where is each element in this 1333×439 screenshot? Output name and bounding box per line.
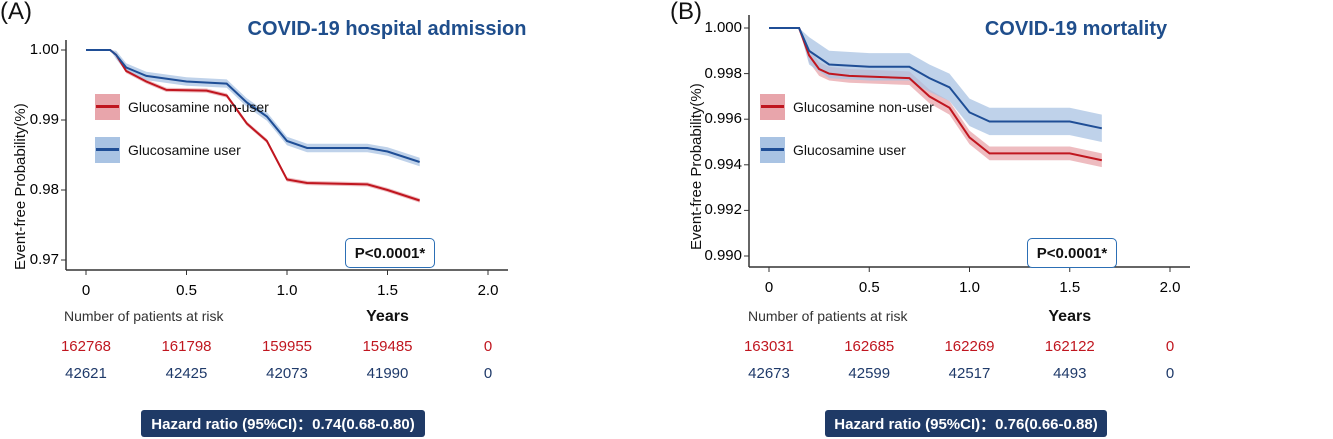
at-risk-non-user: 161798 — [161, 338, 212, 355]
x-tick-label: 2.0 — [1159, 279, 1181, 296]
at-risk-non-user: 0 — [483, 338, 493, 355]
risk-table-title: Number of patients at risk — [748, 308, 908, 324]
at-risk-user: 0 — [1165, 365, 1175, 382]
legend-item-non-user: Glucosamine non-user — [95, 94, 269, 120]
legend-swatch — [95, 94, 120, 120]
chart-title: COVID-19 mortality — [984, 18, 1168, 40]
at-risk-user: 4493 — [1053, 365, 1087, 382]
at-risk-user: 42673 — [748, 365, 790, 382]
at-risk-non-user: 0 — [1165, 338, 1175, 355]
x-tick-label: 0 — [81, 282, 91, 299]
ci-band-user — [769, 28, 1102, 142]
survival-line-user — [86, 49, 420, 163]
ci-band-non-user — [86, 50, 420, 203]
x-tick-label: 1.5 — [1059, 279, 1081, 296]
at-risk-non-user: 162768 — [60, 338, 112, 355]
at-risk-non-user: 162685 — [844, 338, 895, 355]
at-risk-user: 42621 — [65, 365, 107, 382]
panel-label: (B) — [670, 0, 702, 25]
at-risk-user: 41990 — [366, 365, 409, 382]
x-axis-label: Years — [366, 308, 409, 325]
x-tick-label: 1.0 — [959, 279, 980, 296]
legend-label: Glucosamine non-user — [128, 99, 269, 115]
y-tick-label: 1.00 — [29, 41, 59, 58]
panel-label: (A) — [0, 0, 32, 25]
legend-swatch — [95, 137, 120, 163]
at-risk-non-user: 162122 — [1044, 338, 1095, 355]
legend-item-non-user: Glucosamine non-user — [760, 94, 934, 120]
p-value-box: P<0.0001* — [345, 238, 435, 268]
panel-a: 0 0.5 1.0 1.5 2.0 1.00 0.99 0.98 0.97 (A) COVID-19… — [0, 0, 663, 439]
at-risk-non-user: 159955 — [261, 338, 313, 355]
legend-line — [96, 148, 119, 151]
y-tick-label: 0.99 — [29, 111, 59, 128]
x-tick-label: 1.5 — [377, 282, 398, 299]
x-tick-label: 0 — [764, 279, 774, 296]
hazard-ratio-banner: Hazard ratio (95%CI)：0.76(0.66-0.88) — [825, 410, 1107, 437]
at-risk-user: 42073 — [266, 365, 308, 382]
legend-label: Glucosamine user — [128, 142, 241, 158]
legend-item-user: Glucosamine user — [760, 137, 906, 163]
legend-label: Glucosamine user — [793, 142, 906, 158]
survival-line-user — [769, 27, 1103, 130]
x-tick-label: 0.5 — [858, 279, 880, 296]
y-tick-label: 0.994 — [704, 155, 742, 173]
legend-swatch — [760, 94, 785, 120]
at-risk-non-user: 163031 — [743, 338, 795, 355]
y-tick-label: 0.996 — [704, 110, 742, 128]
at-risk-user: 42425 — [165, 365, 208, 382]
legend-line — [761, 148, 784, 151]
at-risk-user: 42517 — [948, 365, 991, 382]
chart-title: COVID-19 hospital admission — [247, 18, 527, 40]
at-risk-user: 0 — [483, 365, 493, 382]
x-tick-label: 0.5 — [176, 282, 197, 299]
y-tick-label: 0.992 — [704, 201, 742, 219]
at-risk-non-user: 162269 — [944, 338, 995, 355]
plot-area — [61, 40, 508, 275]
y-tick-label: 1.000 — [704, 19, 742, 36]
plot-area — [744, 15, 1190, 272]
at-risk-user: 42599 — [848, 365, 891, 382]
legend-line — [761, 105, 784, 108]
risk-table-title: Number of patients at risk — [64, 308, 224, 324]
hazard-ratio-banner: Hazard ratio (95%CI)：0.74(0.68-0.80) — [141, 410, 425, 437]
x-axis-label: Years — [1048, 308, 1092, 325]
panel-b: 0 0.5 1.0 1.5 2.0 1.000 0.998 0.996 0.994 0.992 0.… — [670, 0, 1333, 439]
y-tick-label: 0.98 — [29, 181, 59, 198]
survival-line-non-user — [769, 27, 1103, 162]
y-tick-label: 0.97 — [29, 251, 59, 268]
y-tick-label: 0.990 — [704, 247, 742, 264]
y-tick-label: 0.998 — [704, 64, 742, 82]
legend-item-user: Glucosamine user — [95, 137, 241, 163]
legend-swatch — [760, 137, 785, 163]
y-axis-label: Event-free Probability(%) — [12, 103, 29, 270]
p-value-box: P<0.0001* — [1027, 238, 1117, 268]
legend-label: Glucosamine non-user — [793, 99, 934, 115]
x-tick-label: 2.0 — [477, 282, 499, 299]
y-axis-label: Event-free Probability(%) — [688, 83, 705, 250]
ci-band-non-user — [769, 28, 1102, 168]
at-risk-non-user: 159485 — [362, 338, 413, 355]
legend-line — [96, 105, 119, 108]
x-tick-label: 1.0 — [276, 282, 298, 299]
